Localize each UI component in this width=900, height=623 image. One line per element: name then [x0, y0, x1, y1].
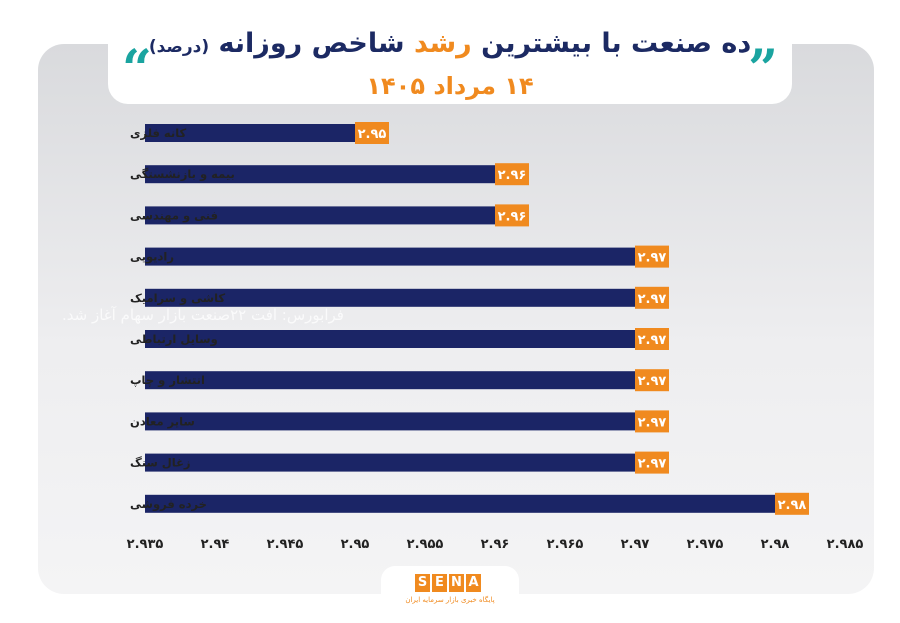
value-label-bg	[775, 492, 809, 515]
quote-open-icon: ”	[748, 39, 778, 100]
chart-subtitle: ۱۴ مرداد ۱۴۰۵	[366, 72, 534, 100]
watermark-text: فرا‌بورس: افت ۲۲صنعت بازار سهام آغاز شد.	[62, 306, 344, 324]
logo-letter: N	[449, 574, 464, 592]
value-label: ۲.۹۷	[638, 457, 667, 472]
bar	[145, 165, 495, 184]
category-label: خرده فروشی	[130, 497, 207, 512]
logo-letter: A	[466, 574, 481, 592]
value-label-bg	[635, 369, 669, 392]
x-tick-label: ۲.۹۴	[201, 537, 230, 552]
logo-letter: E	[432, 574, 447, 592]
title-part1: ده صنعت با بیشترین	[481, 28, 752, 59]
value-label-bg	[635, 286, 669, 309]
category-label: انتشار و چاپ	[130, 373, 205, 388]
value-label: ۲.۹۷	[638, 292, 667, 307]
bar	[145, 371, 635, 390]
x-tick-label: ۲.۹۶۵	[547, 537, 584, 552]
x-tick-label: ۲.۹۷	[621, 537, 650, 552]
category-label: وسایل ارتباطی	[130, 332, 218, 347]
category-label: بیمه و بازنشستگی	[130, 167, 235, 182]
value-label: ۲.۹۸	[778, 498, 807, 513]
category-label: فنی و مهندسی	[130, 208, 218, 223]
title-highlight: رشد	[413, 28, 472, 59]
logo-letters: S E N A	[415, 574, 481, 592]
value-label: ۲.۹۶	[498, 168, 527, 183]
bar	[145, 124, 355, 142]
value-label-bg	[635, 410, 669, 433]
quote-close-icon: “	[122, 39, 152, 100]
value-label-bg	[635, 245, 669, 268]
value-label-bg	[355, 122, 389, 144]
category-label: رادیویی	[130, 250, 174, 265]
value-label: ۲.۹۶	[498, 209, 527, 224]
category-label: کانه فلزی	[130, 126, 187, 140]
category-label: زغال سنگ	[130, 456, 191, 470]
x-tick-label: ۲.۹۸	[761, 537, 790, 552]
logo-tagline: پایگاه خبری بازار سرمایه ایران	[405, 596, 495, 604]
x-tick-label: ۲.۹۸۵	[827, 537, 864, 552]
bar	[145, 494, 775, 513]
value-label: ۲.۹۵	[358, 127, 387, 142]
title-box: ” “ ده صنعت با بیشترین رشد شاخص روزانه (…	[108, 20, 792, 104]
x-tick-label: ۲.۹۴۵	[267, 537, 304, 552]
bar	[145, 247, 635, 266]
x-tick-label: ۲.۹۵۵	[407, 537, 444, 552]
x-tick-label: ۲.۹۳۵	[127, 537, 164, 552]
bar	[145, 288, 635, 307]
bar	[145, 206, 495, 225]
bar	[145, 330, 635, 348]
x-tick-label: ۲.۹۷۵	[687, 537, 724, 552]
x-tick-label: ۲.۹۶	[481, 537, 510, 552]
category-label: کاشی و سرامیک	[130, 291, 225, 306]
value-label: ۲.۹۷	[638, 251, 667, 266]
chart-title: ده صنعت با بیشترین رشد شاخص روزانه (درصد…	[108, 28, 792, 59]
title-part2: شاخص روزانه	[218, 28, 405, 59]
value-label: ۲.۹۷	[638, 333, 667, 348]
x-tick-label: ۲.۹۵	[341, 537, 370, 552]
value-label-bg	[635, 451, 669, 474]
value-label: ۲.۹۷	[638, 415, 667, 430]
sena-logo: S E N A پایگاه خبری بازار سرمایه ایران	[381, 566, 519, 618]
value-label-bg	[635, 328, 669, 350]
bar	[145, 453, 635, 472]
value-label: ۲.۹۷	[638, 374, 667, 389]
title-unit: (درصد)	[148, 37, 210, 57]
value-label-bg	[495, 204, 529, 227]
category-label: سایر معادن	[130, 414, 195, 428]
bar	[145, 412, 635, 431]
value-label-bg	[495, 163, 529, 186]
logo-letter: S	[415, 574, 430, 592]
